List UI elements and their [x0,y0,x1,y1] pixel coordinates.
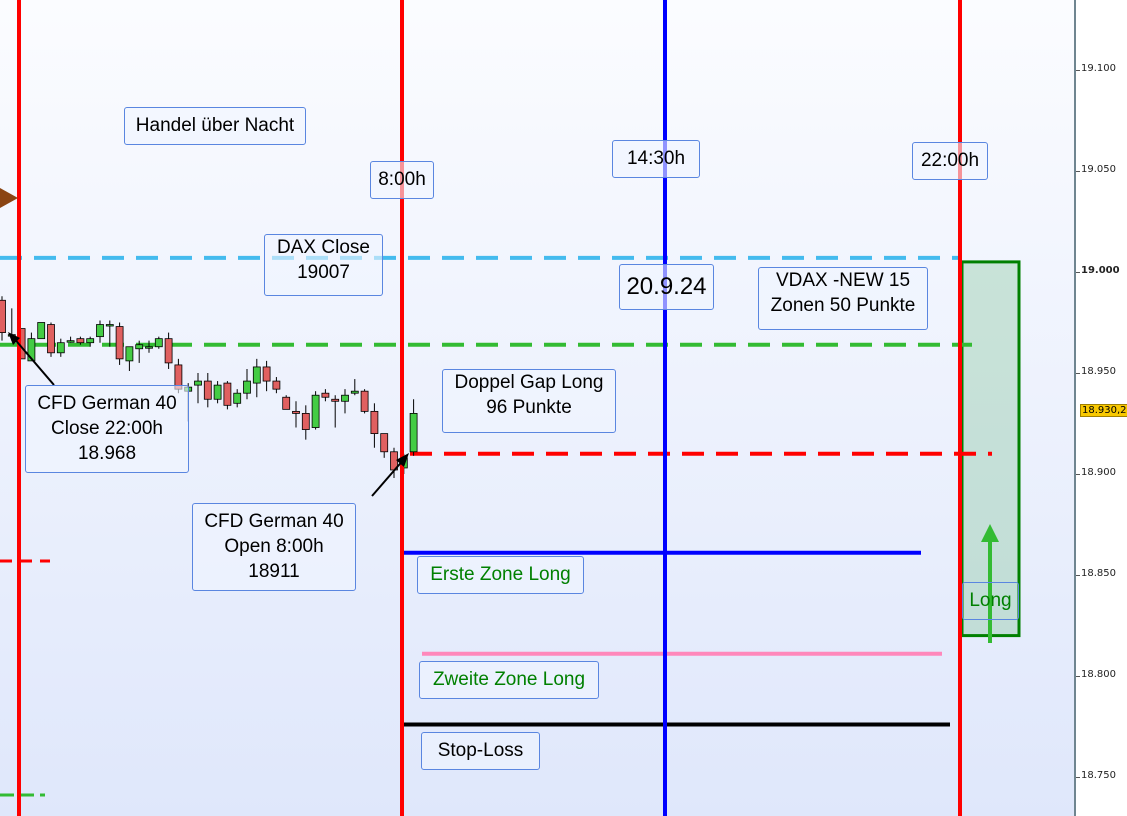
candle-body [27,338,36,362]
candle-body [311,394,320,428]
label-zweite-zone: Zweite Zone Long [419,661,599,699]
price-axis[interactable]: 19.100 19.050 19.000 18.950 18.900 18.850 18.8… [1074,0,1127,816]
y-tick-label: 19.100 [1076,63,1116,74]
text: 18911 [248,561,300,582]
text: Zonen 50 Punkte [770,295,916,316]
text: 18.968 [77,443,137,464]
candle-body [145,346,153,349]
arrowhead-icon [396,453,409,467]
chart-svg [0,0,1021,816]
candle-body [154,338,163,348]
candle-body [262,366,271,382]
candle-body [243,380,251,394]
text: 19007 [297,262,350,283]
text: DAX Close [277,237,370,258]
candle-body [47,324,55,354]
candle-body [203,380,212,400]
candle-body [370,410,379,435]
long-arrow-up-icon [981,524,999,542]
label-dax-close: DAX Close 19007 [264,234,383,296]
label-8h: 8:00h [370,161,434,199]
candle-body [96,324,104,338]
candle-body [252,366,261,384]
candle-body [56,342,65,354]
text: Close 22:00h [51,418,163,439]
label-overnight: Handel über Nacht [124,107,306,145]
label-gap: Doppel Gap Long 96 Punkte [442,369,616,433]
candle-body [341,394,349,402]
arrow-cfd-close [11,335,55,386]
label-cfd-close: CFD German 40 Close 22:00h 18.968 [25,385,189,473]
candle-body [409,412,418,453]
y-tick-label: 18.950 [1076,366,1116,377]
label-vdax: VDAX -NEW 15 Zonen 50 Punkte [758,267,928,330]
candle-body [292,410,300,414]
candle-body [223,382,232,406]
text: CFD German 40 [37,393,177,414]
candle-body [37,322,46,340]
brown-marker-icon [0,188,18,208]
candle-body [282,396,291,410]
y-tick-label: 19.050 [1076,164,1116,175]
label-cfd-open: CFD German 40 Open 8:00h 18911 [192,503,356,591]
candle-body [105,324,114,327]
candle-body [331,398,340,402]
text: CFD German 40 [204,511,344,532]
candle-body [115,326,124,360]
candle-body [301,412,310,430]
candle-body [321,392,330,398]
candle-body [135,344,144,350]
y-tick-label: 19.000 [1076,265,1120,276]
candle-body [213,384,222,400]
candle-body [350,390,359,394]
label-stop-loss: Stop-Loss [421,732,540,770]
candle-body [66,340,75,343]
y-tick-label: 18.900 [1076,467,1116,478]
candle-body [272,380,281,390]
candle-body [76,338,85,344]
y-tick-label: 18.850 [1076,568,1116,579]
last-price-marker: 18.930,2 [1080,404,1127,417]
text: 96 Punkte [486,397,572,418]
label-erste-zone: Erste Zone Long [417,556,584,594]
candle-body [360,390,369,412]
text: Doppel Gap Long [454,372,604,393]
arrow-cfd-open [371,457,406,497]
text: VDAX -NEW 15 [775,270,911,291]
candle-body [0,299,6,333]
label-22h: 22:00h [912,142,988,180]
candle-body [380,433,389,453]
label-long: Long [962,582,1019,620]
candle-body [86,338,95,344]
label-date: 20.9.24 [619,264,714,310]
candle-body [233,392,242,404]
candle-body [164,338,173,364]
candle-body [125,346,134,362]
y-tick-label: 18.750 [1076,770,1116,781]
candle-body [194,380,202,386]
arrowhead-icon [8,332,20,345]
y-tick-label: 18.800 [1076,669,1116,680]
label-1430h: 14:30h [612,140,700,178]
text: Open 8:00h [224,536,324,557]
